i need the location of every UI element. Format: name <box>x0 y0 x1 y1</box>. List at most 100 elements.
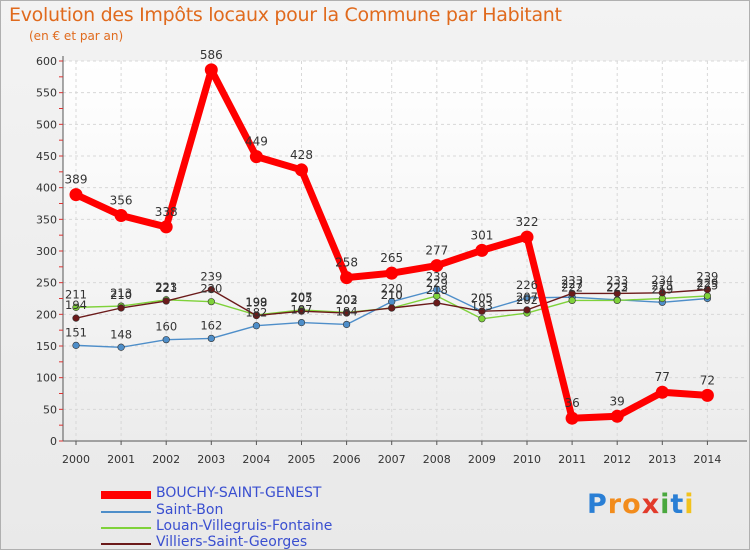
data-label-1: 239 <box>426 270 448 284</box>
data-point-1 <box>252 322 260 330</box>
data-point-2 <box>207 298 215 306</box>
y-tick-label: 550 <box>36 87 57 100</box>
data-label-0: 338 <box>155 205 178 219</box>
x-tick-label: 2014 <box>693 453 721 466</box>
data-point-3 <box>207 286 215 294</box>
data-label-0: 389 <box>65 173 88 187</box>
data-label-1: 219 <box>651 282 673 296</box>
legend-label-bouchy: BOUCHY-SAINT-GENEST <box>156 485 322 501</box>
data-label-1: 205 <box>471 291 493 305</box>
data-label-0: 322 <box>516 215 539 229</box>
data-label-2: 211 <box>65 287 87 301</box>
legend-swatch-villiers <box>101 543 151 545</box>
legend-swatch-louan <box>101 527 151 529</box>
data-point-3 <box>162 297 170 305</box>
logo-letter: x <box>641 489 661 520</box>
data-label-1: 148 <box>110 327 132 341</box>
data-label-0: 39 <box>610 394 625 408</box>
x-tick-label: 2007 <box>378 453 406 466</box>
data-label-2: 222 <box>561 280 583 294</box>
data-label-1: 223 <box>606 280 628 294</box>
data-point-0 <box>475 243 489 257</box>
data-label-2: 193 <box>471 299 493 313</box>
x-tick-label: 2009 <box>468 453 496 466</box>
legend-swatch-bouchy <box>101 491 151 499</box>
data-label-2: 220 <box>200 282 222 296</box>
data-label-2: 225 <box>651 279 673 293</box>
x-tick-label: 2003 <box>197 453 225 466</box>
x-tick-label: 2011 <box>558 453 586 466</box>
data-label-2: 223 <box>155 280 177 294</box>
data-label-3: 234 <box>651 273 673 287</box>
data-point-0 <box>655 385 669 399</box>
data-label-0: 36 <box>564 396 579 410</box>
y-tick-label: 50 <box>43 403 57 416</box>
data-label-2: 229 <box>696 276 718 290</box>
data-point-0 <box>295 163 308 177</box>
x-tick-label: 2012 <box>603 453 631 466</box>
data-label-1: 184 <box>336 304 358 318</box>
data-label-1: 227 <box>561 277 583 291</box>
data-label-3: 205 <box>471 291 493 305</box>
data-point-3 <box>523 306 531 314</box>
legend-label-louan: Louan-Villegruis-Fontaine <box>156 518 333 534</box>
data-label-0: 586 <box>200 48 223 62</box>
data-point-3 <box>478 307 486 315</box>
x-tick-label: 2005 <box>288 453 316 466</box>
data-point-0 <box>565 411 579 425</box>
logo-letter: i <box>660 489 671 520</box>
data-point-3 <box>568 289 576 298</box>
data-point-2 <box>433 292 441 300</box>
data-label-1: 162 <box>200 318 222 332</box>
data-point-1 <box>343 320 351 329</box>
data-point-0 <box>520 230 534 244</box>
data-point-1 <box>72 341 80 349</box>
y-tick-label: 150 <box>36 340 57 353</box>
data-label-0: 428 <box>290 148 313 162</box>
data-point-3 <box>72 314 80 322</box>
data-label-3: 194 <box>65 298 87 312</box>
data-label-0: 301 <box>470 228 493 242</box>
data-label-2: 213 <box>110 286 132 300</box>
data-label-0: 356 <box>110 194 133 208</box>
data-point-2 <box>703 292 712 300</box>
y-tick-label: 450 <box>36 150 57 163</box>
data-label-3: 207 <box>516 290 538 304</box>
data-label-1: 182 <box>245 306 267 320</box>
data-label-1: 226 <box>516 278 538 292</box>
proxiti-logo: Proxiti <box>587 489 695 520</box>
y-tick-label: 0 <box>50 435 57 448</box>
x-tick-label: 2008 <box>423 453 451 466</box>
data-point-1 <box>297 318 306 327</box>
x-tick-label: 2013 <box>648 453 676 466</box>
chart-title: Evolution des Impôts locaux pour la Comm… <box>9 4 562 26</box>
data-label-2: 210 <box>381 288 403 302</box>
data-label-1: 160 <box>155 320 177 334</box>
data-label-1: 225 <box>696 279 718 293</box>
y-tick-label: 300 <box>36 245 57 258</box>
data-label-3: 218 <box>426 283 448 297</box>
data-point-1 <box>162 336 170 344</box>
data-point-2 <box>72 303 80 311</box>
data-label-0: 77 <box>655 370 670 384</box>
legend-label-saint-bon: Saint-Bon <box>156 502 224 518</box>
data-point-0 <box>114 209 128 223</box>
data-point-3 <box>117 304 125 312</box>
data-label-3: 239 <box>696 270 718 284</box>
data-label-1: 187 <box>291 303 313 317</box>
data-point-0 <box>700 388 714 402</box>
data-label-1: 220 <box>381 282 403 296</box>
data-point-0 <box>249 150 263 164</box>
x-tick-label: 2004 <box>242 453 270 466</box>
data-label-0: 265 <box>380 251 403 265</box>
data-label-2: 207 <box>291 290 313 304</box>
y-tick-label: 600 <box>36 55 57 68</box>
data-point-2 <box>568 296 576 305</box>
data-point-1 <box>117 343 125 351</box>
data-point-3 <box>613 289 621 298</box>
data-label-3: 233 <box>561 273 583 287</box>
y-tick-label: 200 <box>36 308 57 321</box>
y-tick-label: 400 <box>36 182 57 195</box>
data-label-0: 258 <box>335 256 358 270</box>
